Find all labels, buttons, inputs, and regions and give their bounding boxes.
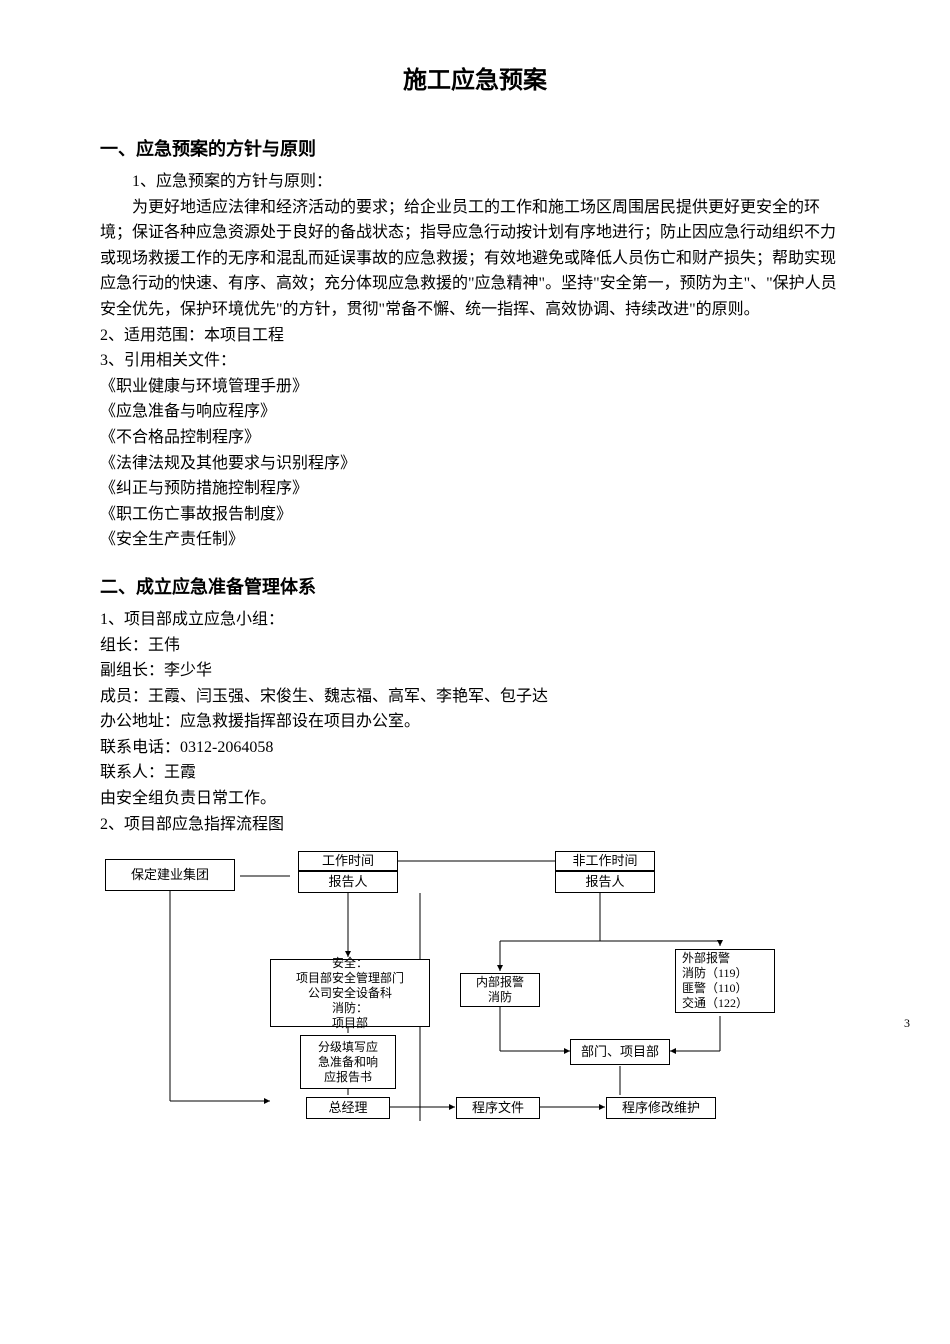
ref-1: 《应急准备与响应程序》 (100, 399, 850, 425)
flowchart: 保定建业集团 工作时间 报告人 非工作时间 报告人 安全： 项目部安全管理部门 … (100, 851, 840, 1131)
s1-p1: 1、应急预案的方针与原则： (100, 169, 850, 195)
s2-contact: 联系人：王霞 (100, 760, 850, 786)
s2-office: 办公地址：应急救援指挥部设在项目办公室。 (100, 709, 850, 735)
ref-2: 《不合格品控制程序》 (100, 425, 850, 451)
section2-heading: 二、成立应急准备管理体系 (100, 573, 850, 599)
s2-note: 由安全组负责日常工作。 (100, 786, 850, 812)
flow-internal-l2: 消防 (465, 990, 535, 1005)
flow-box-procfile: 程序文件 (456, 1097, 540, 1119)
flow-external-l1: 外部报警 (682, 951, 770, 966)
flow-box-worktime: 工作时间 (298, 851, 398, 871)
flow-box-reporter1: 报告人 (298, 871, 398, 893)
s1-p2: 为更好地适应法律和经济活动的要求；给企业员工的工作和施工场区周围居民提供更好更安… (100, 195, 850, 323)
s2-vice: 副组长：李少华 (100, 658, 850, 684)
flow-external-l4: 交通（122） (682, 996, 770, 1011)
flow-box-fenji: 分级填写应 急准备和响 应报告书 (300, 1035, 396, 1089)
flow-safety-l5: 项目部 (275, 1016, 425, 1031)
flow-box-safety: 安全： 项目部安全管理部门 公司安全设备科 消防： 项目部 (270, 959, 430, 1027)
flow-fenji-l3: 应报告书 (305, 1070, 391, 1085)
ref-0: 《职业健康与环境管理手册》 (100, 374, 850, 400)
flow-box-gm: 总经理 (306, 1097, 390, 1119)
flow-box-internal: 内部报警 消防 (460, 973, 540, 1007)
flow-safety-l4: 消防： (275, 1001, 425, 1016)
s2-p1: 1、项目部成立应急小组： (100, 607, 850, 633)
flow-box-nonworktime: 非工作时间 (555, 851, 655, 871)
flow-box-dept: 部门、项目部 (570, 1039, 670, 1065)
flow-internal-l1: 内部报警 (465, 975, 535, 990)
s1-p4: 3、引用相关文件： (100, 348, 850, 374)
page-number: 3 (904, 1016, 910, 1031)
ref-5: 《职工伤亡事故报告制度》 (100, 502, 850, 528)
flow-box-external: 外部报警 消防（119） 匪警（110） 交通（122） (675, 949, 775, 1013)
flow-box-procmaint: 程序修改维护 (606, 1097, 716, 1119)
flow-fenji-l1: 分级填写应 (305, 1040, 391, 1055)
flow-box-baoding: 保定建业集团 (105, 859, 235, 891)
flow-external-l3: 匪警（110） (682, 981, 770, 996)
ref-6: 《安全生产责任制》 (100, 527, 850, 553)
flow-safety-l3: 公司安全设备科 (275, 986, 425, 1001)
ref-4: 《纠正与预防措施控制程序》 (100, 476, 850, 502)
flow-external-l2: 消防（119） (682, 966, 770, 981)
ref-3: 《法律法规及其他要求与识别程序》 (100, 451, 850, 477)
flow-fenji-l2: 急准备和响 (305, 1055, 391, 1070)
s2-leader: 组长：王伟 (100, 633, 850, 659)
flow-safety-l1: 安全： (275, 956, 425, 971)
s2-phone: 联系电话：0312-2064058 (100, 735, 850, 761)
page-title: 施工应急预案 (100, 60, 850, 95)
flow-safety-l2: 项目部安全管理部门 (275, 971, 425, 986)
section1-heading: 一、应急预案的方针与原则 (100, 135, 850, 161)
document-page: 施工应急预案 一、应急预案的方针与原则 1、应急预案的方针与原则： 为更好地适应… (0, 0, 950, 1151)
flow-box-reporter2: 报告人 (555, 871, 655, 893)
s2-members: 成员：王霞、闫玉强、宋俊生、魏志福、高军、李艳军、包子达 (100, 684, 850, 710)
s2-p2: 2、项目部应急指挥流程图 (100, 812, 850, 838)
s1-p3: 2、适用范围：本项目工程 (100, 323, 850, 349)
